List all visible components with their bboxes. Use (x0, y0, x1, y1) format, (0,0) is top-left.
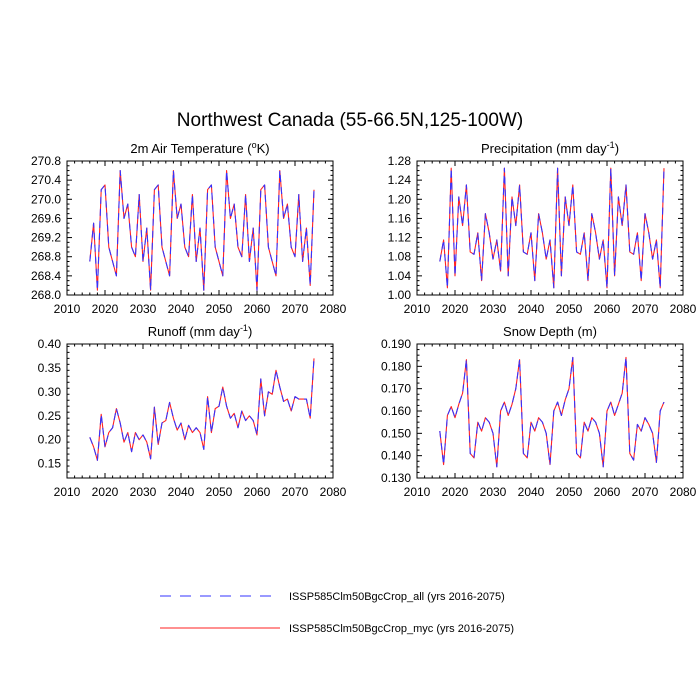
series-line-all (89, 358, 315, 461)
y-tick-label: 0.140 (381, 449, 411, 463)
figure-title: Northwest Canada (55-66.5N,125-100W) (177, 110, 523, 131)
x-tick-label: 2070 (282, 302, 309, 316)
x-tick-label: 2060 (244, 485, 271, 499)
x-tick-label: 2010 (54, 302, 81, 316)
x-tick-label: 2050 (556, 485, 583, 499)
y-tick-label: 0.170 (381, 382, 411, 396)
y-tick-label: 0.15 (38, 457, 62, 471)
y-tick-label: 0.25 (38, 409, 62, 423)
series-line-myc (439, 167, 665, 289)
series-line-all (439, 167, 665, 289)
chart-panel-2: Precipitation (mm day-1) 2010 2020 2030 2040… (388, 140, 697, 316)
x-tick-label: 2070 (282, 485, 309, 499)
y-tick-label: 1.16 (388, 211, 412, 225)
x-tick-label: 2030 (480, 302, 507, 316)
y-tick-label: 0.30 (38, 385, 62, 399)
chart-panel-4: Snow Depth (m) 2010 2020 2030 2040 2050 2060 20… (381, 324, 697, 499)
y-tick-label: 1.24 (388, 173, 412, 187)
x-tick-label: 2070 (632, 485, 659, 499)
x-tick-label: 2020 (92, 485, 119, 499)
panel-title: Precipitation (mm day-1) (481, 140, 619, 156)
legend: ISSP585Clm50BgcCrop_all (yrs 2016-2075) I… (160, 591, 514, 635)
x-tick-label: 2040 (168, 485, 195, 499)
legend-label-2: ISSP585Clm50BgcCrop_myc (yrs 2016-2075) (289, 623, 514, 635)
x-tick-label: 2040 (518, 485, 545, 499)
x-tick-label: 2050 (556, 302, 583, 316)
y-tick-label: 1.28 (388, 154, 412, 168)
x-tick-label: 2010 (54, 485, 81, 499)
series-line-myc (89, 170, 315, 291)
y-tick-label: 1.08 (388, 250, 412, 264)
x-tick-label: 2020 (92, 302, 119, 316)
y-tick-label: 269.2 (31, 231, 61, 245)
x-tick-label: 2070 (632, 302, 659, 316)
legend-label-1: ISSP585Clm50BgcCrop_all (yrs 2016-2075) (289, 591, 505, 603)
series-line-myc (439, 356, 665, 468)
x-tick-label: 2010 (404, 302, 431, 316)
y-tick-label: 1.00 (388, 288, 412, 302)
y-tick-label: 0.40 (38, 337, 62, 351)
panel-title: 2m Air Temperature (oK) (130, 140, 269, 156)
x-tick-label: 2030 (480, 485, 507, 499)
x-tick-label: 2040 (518, 302, 545, 316)
x-tick-label: 2020 (442, 485, 469, 499)
panel-title: Runoff (mm day-1) (148, 323, 253, 339)
y-tick-label: 269.6 (31, 211, 61, 225)
x-tick-label: 2060 (594, 485, 621, 499)
chart-panel-1: 2m Air Temperature (oK) 2010 2020 2030 2040 2… (31, 140, 347, 316)
y-tick-label: 270.4 (31, 173, 61, 187)
x-tick-label: 2030 (130, 302, 157, 316)
plot-frame (66, 343, 334, 479)
y-tick-label: 270.0 (31, 192, 61, 206)
x-tick-label: 2010 (404, 485, 431, 499)
x-tick-label: 2050 (206, 302, 233, 316)
y-tick-label: 268.0 (31, 288, 61, 302)
y-tick-label: 0.130 (381, 471, 411, 485)
x-tick-label: 2080 (320, 485, 347, 499)
x-tick-label: 2060 (594, 302, 621, 316)
chart-panel-3: Runoff (mm day-1) 2010 2020 2030 2040 2050 206… (38, 323, 347, 499)
y-tick-label: 270.8 (31, 154, 61, 168)
x-tick-label: 2040 (168, 302, 195, 316)
x-tick-label: 2080 (670, 302, 697, 316)
y-tick-label: 0.35 (38, 361, 62, 375)
y-tick-label: 0.160 (381, 404, 411, 418)
series-line-all (89, 170, 315, 291)
x-tick-label: 2080 (320, 302, 347, 316)
series-line-myc (89, 358, 315, 461)
panel-title: Snow Depth (m) (503, 324, 597, 339)
panels: 2m Air Temperature (oK) 2010 2020 2030 2040 2… (31, 140, 697, 499)
x-tick-label: 2050 (206, 485, 233, 499)
y-tick-label: 0.180 (381, 359, 411, 373)
y-tick-label: 0.150 (381, 426, 411, 440)
y-tick-label: 0.20 (38, 433, 62, 447)
y-tick-label: 268.4 (31, 269, 61, 283)
x-tick-label: 2030 (130, 485, 157, 499)
x-tick-label: 2020 (442, 302, 469, 316)
y-tick-label: 0.190 (381, 337, 411, 351)
x-tick-label: 2080 (670, 485, 697, 499)
y-tick-label: 268.8 (31, 250, 61, 264)
x-tick-label: 2060 (244, 302, 271, 316)
y-tick-label: 1.04 (388, 269, 412, 283)
series-line-all (439, 356, 665, 468)
y-tick-label: 1.20 (388, 192, 412, 206)
y-tick-label: 1.12 (388, 231, 412, 245)
